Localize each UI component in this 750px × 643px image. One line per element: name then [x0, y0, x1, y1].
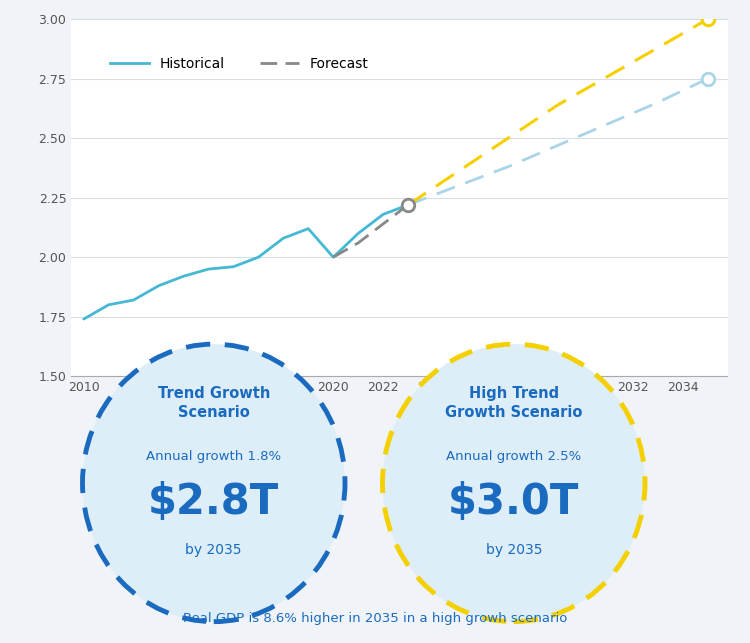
Text: High Trend
Growth Scenario: High Trend Growth Scenario [445, 386, 583, 420]
Text: by 2035: by 2035 [185, 543, 242, 557]
Ellipse shape [82, 344, 345, 622]
Text: Trend Growth
Scenario: Trend Growth Scenario [158, 386, 270, 420]
Text: $3.0T: $3.0T [448, 480, 580, 523]
Text: by 2035: by 2035 [485, 543, 542, 557]
Text: Real GDP is 8.6% higher in 2035 in a high growh scenario: Real GDP is 8.6% higher in 2035 in a hig… [183, 613, 567, 626]
Text: $2.8T: $2.8T [148, 480, 279, 523]
Text: Annual growth 2.5%: Annual growth 2.5% [446, 449, 581, 463]
Text: Annual growth 1.8%: Annual growth 1.8% [146, 449, 281, 463]
Legend: Historical, Forecast: Historical, Forecast [104, 51, 374, 77]
Ellipse shape [382, 344, 645, 622]
